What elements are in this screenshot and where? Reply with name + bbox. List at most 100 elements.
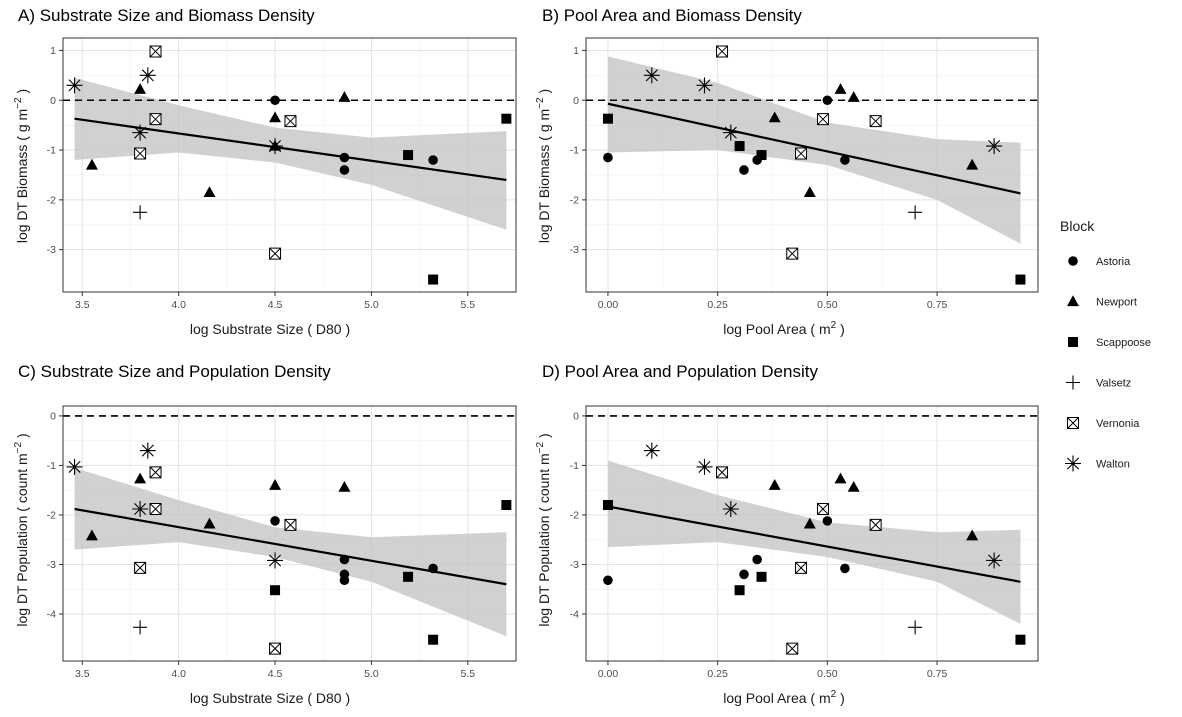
data-point-valsetz (133, 205, 148, 220)
data-point-vernonia (786, 642, 799, 655)
data-point-vernonia (149, 502, 162, 515)
data-point-vernonia (869, 518, 882, 531)
panel-a-plot: 3.5 4.0 4.5 5.0 5.5 1 0 -1 -2 -3 (47, 37, 517, 311)
panel-d-title: D) Pool Area and Population Density (542, 362, 818, 381)
data-point-astoria (339, 165, 350, 175)
y-tick-label: -1 (570, 460, 579, 472)
panel-c-xlabel: log Substrate Size ( D80 ) (190, 690, 350, 706)
confidence-band (607, 56, 1021, 244)
panel-b-ylabel-exp: −2 (535, 97, 546, 109)
data-point-newport (847, 91, 860, 102)
data-point-vernonia (716, 466, 729, 479)
data-point-astoria (822, 95, 833, 106)
data-point-astoria (270, 95, 280, 106)
panel-border (62, 405, 517, 662)
regression-line (607, 505, 1021, 583)
data-point-newport (834, 83, 847, 94)
data-point-scappoose (403, 150, 414, 161)
data-point-newport (134, 472, 147, 484)
panel-b-title: B) Pool Area and Biomass Density (542, 6, 802, 25)
data-point-astoria (822, 516, 833, 526)
panel-b-ylabel: log DT Biomass ( g m−2 ) (535, 89, 552, 243)
x-tick-label: 5.5 (461, 299, 476, 311)
panel-a-title: A) Substrate Size and Biomass Density (18, 6, 315, 25)
panel-b: B) Pool Area and Biomass Density 0.00 0.2… (535, 6, 1039, 337)
data-point-astoria (339, 575, 350, 586)
data-point-vernonia (284, 518, 297, 531)
data-point-astoria (270, 516, 280, 526)
y-tick-label: -2 (47, 509, 56, 521)
y-tick-label: -1 (570, 145, 579, 157)
panel-c-ylabel-exp: −2 (13, 442, 24, 454)
data-point-newport (203, 517, 216, 529)
panel-c-plot: 3.5 4.0 4.5 5.0 5.5 0 -1 -2 -3 -4 (47, 405, 517, 680)
legend-label-vernonia: Vernonia (1096, 418, 1140, 430)
data-point-vernonia (284, 115, 297, 128)
data-point-scappoose (501, 113, 512, 124)
y-tick-label: -4 (47, 608, 56, 620)
y-tick-label: -1 (47, 145, 56, 157)
legend-key-vernonia (1067, 417, 1079, 429)
y-tick-label: -1 (47, 460, 56, 472)
y-tick-label: 0 (573, 410, 579, 422)
panel-d-xlabel: log Pool Area ( m2 ) (723, 689, 845, 706)
data-point-astoria (840, 155, 850, 165)
data-point-newport (966, 529, 979, 541)
data-point-vernonia (716, 45, 729, 58)
y-tick-label: 1 (573, 45, 579, 57)
data-point-walton (643, 67, 660, 84)
data-point-astoria (428, 563, 438, 574)
data-point-newport (338, 481, 351, 492)
legend: Block Astoria Newport Scappoose Valsetz Vern… (1060, 218, 1151, 472)
legend-key-newport (1067, 295, 1079, 307)
data-point-astoria (428, 155, 438, 165)
data-point-scappoose (734, 585, 745, 596)
data-point-vernonia (816, 502, 829, 515)
panel-a: A) Substrate Size and Biomass Density 3.… (13, 6, 517, 337)
panel-b-ylabel-main: log DT Biomass ( g m (536, 109, 552, 243)
data-point-newport (768, 479, 781, 490)
data-point-walton (722, 500, 739, 517)
data-point-scappoose (428, 634, 439, 645)
data-point-newport (203, 186, 216, 197)
data-point-scappoose (428, 274, 439, 285)
data-point-valsetz (908, 205, 923, 220)
data-point-vernonia (149, 113, 162, 126)
panel-a-ylabel-exp: −2 (13, 97, 24, 109)
data-point-newport (834, 472, 847, 484)
y-tick-label: -3 (570, 559, 579, 571)
legend-key-astoria (1068, 256, 1078, 266)
data-point-astoria (752, 554, 762, 565)
panel-c: C) Substrate Size and Population Density… (13, 362, 517, 706)
data-point-walton (132, 500, 149, 517)
y-tick-label: 1 (50, 45, 56, 57)
data-point-walton (267, 552, 284, 569)
panel-a-xlabel: log Substrate Size ( D80 ) (190, 321, 350, 337)
data-point-newport (85, 529, 98, 541)
panel-c-ylabel: log DT Population ( count m−2 ) (13, 433, 30, 626)
x-tick-label: 0.50 (817, 668, 838, 680)
regression-line (74, 117, 507, 182)
panel-border (585, 37, 1039, 293)
panel-d-xlabel-main: log Pool Area ( m (723, 690, 830, 706)
panel-d-ylabel-main: log DT Population ( count m (536, 453, 552, 626)
x-tick-label: 0.00 (598, 299, 619, 311)
data-point-vernonia (149, 466, 162, 479)
data-point-vernonia (816, 113, 829, 126)
panel-d-ylabel-exp: −2 (535, 442, 546, 454)
data-point-walton (139, 442, 156, 459)
panel-c-title: C) Substrate Size and Population Density (18, 362, 331, 381)
data-point-scappoose (403, 571, 414, 582)
y-tick-label: -2 (570, 194, 579, 206)
data-point-scappoose (270, 585, 281, 596)
y-tick-label: 0 (573, 95, 579, 107)
data-point-scappoose (756, 571, 767, 582)
x-tick-label: 0.25 (707, 668, 728, 680)
legend-label-valsetz: Valsetz (1096, 378, 1131, 390)
data-point-newport (269, 479, 282, 490)
panel-d-ylabel-close: ) (536, 433, 552, 442)
y-tick-label: -3 (47, 244, 56, 256)
panel-d-plot: 0.00 0.25 0.50 0.75 0 -1 -2 -3 -4 (570, 405, 1039, 680)
y-tick-label: -4 (570, 608, 579, 620)
panel-border (62, 37, 517, 293)
